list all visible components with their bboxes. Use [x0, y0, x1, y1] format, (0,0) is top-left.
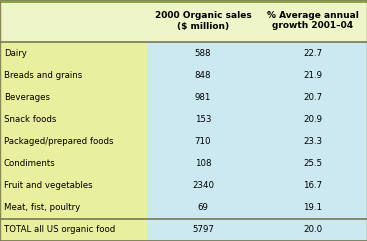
Bar — [0, 219, 147, 241]
Bar — [0, 86, 147, 108]
Bar — [147, 197, 367, 219]
Text: 21.9: 21.9 — [304, 71, 323, 80]
Bar — [147, 153, 367, 175]
Bar — [0, 64, 147, 86]
Text: 22.7: 22.7 — [304, 48, 323, 58]
Text: 19.1: 19.1 — [304, 203, 323, 212]
Text: 5797: 5797 — [192, 225, 214, 234]
Bar — [147, 108, 367, 130]
Bar — [147, 175, 367, 197]
Text: 20.0: 20.0 — [304, 225, 323, 234]
Bar — [147, 42, 367, 64]
Text: 981: 981 — [195, 93, 211, 102]
Text: 2000 Organic sales: 2000 Organic sales — [155, 12, 251, 20]
Text: 588: 588 — [195, 48, 211, 58]
Text: 20.7: 20.7 — [304, 93, 323, 102]
Text: Beverages: Beverages — [4, 93, 50, 102]
Text: Packaged/prepared foods: Packaged/prepared foods — [4, 137, 113, 146]
Text: 848: 848 — [195, 71, 211, 80]
Text: 16.7: 16.7 — [304, 181, 323, 190]
Bar — [0, 108, 147, 130]
Bar — [147, 64, 367, 86]
Text: 23.3: 23.3 — [304, 137, 323, 146]
Bar — [0, 175, 147, 197]
Text: 69: 69 — [197, 203, 208, 212]
Bar — [147, 219, 367, 241]
Text: growth 2001–04: growth 2001–04 — [272, 21, 353, 31]
Text: 25.5: 25.5 — [304, 159, 323, 168]
Bar — [147, 130, 367, 153]
Text: Snack foods: Snack foods — [4, 115, 57, 124]
Text: 20.9: 20.9 — [304, 115, 323, 124]
Text: 2340: 2340 — [192, 181, 214, 190]
Text: ($ million): ($ million) — [177, 21, 229, 31]
Bar — [0, 153, 147, 175]
Text: 153: 153 — [195, 115, 211, 124]
Text: TOTAL all US organic food: TOTAL all US organic food — [4, 225, 115, 234]
Text: Dairy: Dairy — [4, 48, 27, 58]
Text: Meat, fist, poultry: Meat, fist, poultry — [4, 203, 80, 212]
Bar — [0, 42, 147, 64]
Text: 710: 710 — [195, 137, 211, 146]
Bar — [0, 0, 367, 3]
Bar — [147, 86, 367, 108]
Text: Fruit and vegetables: Fruit and vegetables — [4, 181, 92, 190]
Bar — [0, 0, 367, 42]
Text: Condiments: Condiments — [4, 159, 56, 168]
Bar — [0, 130, 147, 153]
Text: Breads and grains: Breads and grains — [4, 71, 82, 80]
Text: % Average annual: % Average annual — [267, 12, 359, 20]
Bar — [0, 197, 147, 219]
Text: 108: 108 — [195, 159, 211, 168]
